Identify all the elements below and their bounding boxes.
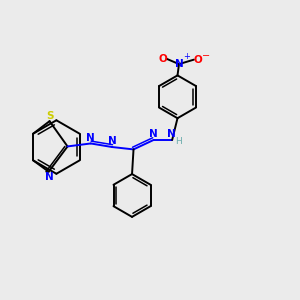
Text: N: N — [149, 129, 158, 139]
Text: N: N — [108, 136, 117, 146]
Text: H: H — [175, 137, 182, 146]
Text: N: N — [86, 133, 95, 143]
Text: O: O — [159, 54, 167, 64]
Text: −: − — [202, 51, 210, 61]
Text: N: N — [167, 129, 176, 139]
Text: +: + — [184, 52, 190, 61]
Text: O: O — [194, 55, 202, 64]
Text: N: N — [45, 172, 54, 182]
Text: S: S — [46, 111, 53, 121]
Text: N: N — [175, 59, 183, 69]
